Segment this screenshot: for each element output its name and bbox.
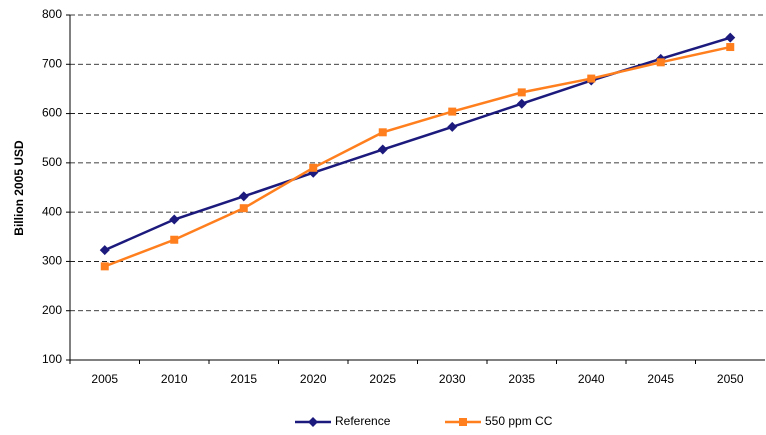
y-axis-label: Billion 2005 USD bbox=[12, 140, 26, 236]
y-tick-label: 500 bbox=[42, 155, 62, 169]
marker bbox=[516, 98, 527, 109]
marker bbox=[726, 43, 735, 52]
marker bbox=[377, 144, 388, 155]
marker bbox=[448, 107, 457, 116]
marker bbox=[517, 88, 526, 97]
marker bbox=[239, 204, 248, 213]
marker bbox=[100, 262, 109, 271]
x-tick-label: 2005 bbox=[91, 372, 118, 386]
legend-marker bbox=[308, 417, 318, 427]
x-tick-label: 2050 bbox=[717, 372, 744, 386]
legend-label: 550 ppm CC bbox=[485, 414, 553, 428]
x-tick-label: 2040 bbox=[578, 372, 605, 386]
series-line bbox=[104, 36, 731, 252]
x-tick-label: 2035 bbox=[508, 372, 535, 386]
x-tick-label: 2020 bbox=[300, 372, 327, 386]
legend-label: Reference bbox=[335, 414, 391, 428]
x-tick-label: 2010 bbox=[161, 372, 188, 386]
y-tick-label: 200 bbox=[42, 303, 62, 317]
marker bbox=[378, 128, 387, 137]
y-tick-label: 600 bbox=[42, 106, 62, 120]
series-line bbox=[104, 45, 731, 268]
x-tick-label: 2045 bbox=[647, 372, 674, 386]
y-tick-label: 300 bbox=[42, 254, 62, 268]
marker bbox=[99, 245, 110, 256]
marker bbox=[238, 191, 249, 202]
y-tick-label: 800 bbox=[42, 7, 62, 21]
x-tick-label: 2025 bbox=[369, 372, 396, 386]
marker bbox=[725, 32, 736, 43]
marker bbox=[169, 214, 180, 225]
y-tick-label: 700 bbox=[42, 56, 62, 70]
y-tick-label: 400 bbox=[42, 204, 62, 218]
marker bbox=[447, 121, 458, 132]
x-tick-label: 2015 bbox=[230, 372, 257, 386]
marker bbox=[656, 58, 665, 67]
marker bbox=[309, 163, 318, 172]
legend-marker bbox=[459, 418, 467, 426]
marker bbox=[587, 74, 596, 83]
x-tick-label: 2030 bbox=[439, 372, 466, 386]
marker bbox=[170, 235, 179, 244]
y-tick-label: 100 bbox=[42, 352, 62, 366]
